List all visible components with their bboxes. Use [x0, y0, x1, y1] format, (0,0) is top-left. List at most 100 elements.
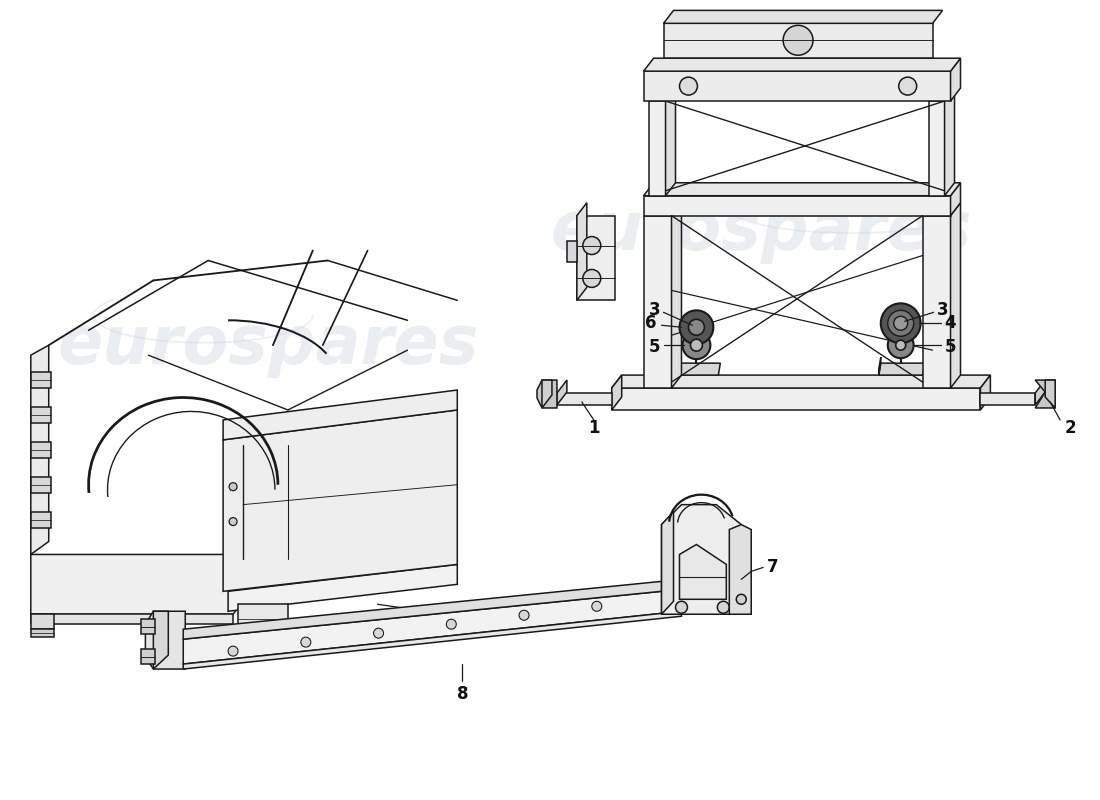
Polygon shape [566, 241, 576, 262]
Polygon shape [923, 216, 950, 388]
Polygon shape [612, 388, 980, 410]
Polygon shape [31, 629, 54, 637]
Polygon shape [879, 363, 925, 375]
Circle shape [736, 594, 746, 604]
Polygon shape [674, 357, 676, 375]
Circle shape [519, 610, 529, 620]
Polygon shape [1035, 380, 1055, 408]
Polygon shape [52, 559, 65, 610]
Polygon shape [106, 559, 119, 610]
Text: 7: 7 [768, 558, 779, 577]
Circle shape [717, 602, 729, 614]
Polygon shape [31, 477, 51, 493]
Polygon shape [644, 196, 950, 216]
Polygon shape [674, 363, 720, 375]
Polygon shape [950, 182, 960, 216]
Polygon shape [160, 559, 173, 610]
Polygon shape [31, 345, 48, 554]
Circle shape [583, 237, 601, 254]
Polygon shape [576, 216, 615, 300]
Polygon shape [980, 393, 1035, 405]
Polygon shape [557, 380, 566, 405]
Polygon shape [184, 590, 682, 664]
Circle shape [300, 637, 311, 647]
Polygon shape [576, 202, 586, 300]
Circle shape [229, 518, 238, 526]
Polygon shape [666, 88, 675, 196]
Polygon shape [542, 380, 552, 408]
Text: 2: 2 [1065, 419, 1076, 437]
Polygon shape [31, 512, 51, 527]
Polygon shape [153, 611, 168, 669]
Polygon shape [88, 559, 100, 610]
Circle shape [675, 602, 688, 614]
Circle shape [229, 482, 238, 490]
Polygon shape [612, 375, 990, 388]
Circle shape [899, 77, 916, 95]
Polygon shape [1045, 380, 1055, 408]
Polygon shape [671, 202, 682, 388]
Circle shape [680, 310, 714, 344]
Circle shape [583, 270, 601, 287]
Text: eurospares: eurospares [57, 312, 478, 378]
Polygon shape [31, 614, 233, 624]
Polygon shape [1035, 380, 1045, 405]
Polygon shape [950, 202, 960, 388]
Polygon shape [928, 101, 945, 196]
Polygon shape [142, 559, 154, 610]
Circle shape [447, 619, 456, 629]
Polygon shape [142, 649, 155, 664]
Polygon shape [661, 512, 673, 614]
Polygon shape [644, 71, 950, 101]
Polygon shape [644, 216, 671, 388]
Polygon shape [644, 182, 960, 196]
Polygon shape [663, 10, 943, 23]
Polygon shape [950, 58, 960, 101]
Polygon shape [69, 559, 82, 610]
Polygon shape [142, 619, 155, 634]
Polygon shape [213, 559, 227, 610]
Circle shape [228, 646, 238, 656]
Polygon shape [34, 559, 46, 610]
Polygon shape [661, 505, 741, 614]
Polygon shape [31, 442, 51, 458]
Polygon shape [31, 554, 243, 614]
Circle shape [592, 602, 602, 611]
Text: eurospares: eurospares [550, 198, 972, 264]
Polygon shape [879, 357, 881, 375]
Polygon shape [223, 390, 458, 440]
Text: 3: 3 [937, 302, 948, 319]
Polygon shape [184, 611, 682, 669]
Polygon shape [228, 565, 458, 611]
Polygon shape [195, 559, 208, 610]
Polygon shape [238, 604, 288, 634]
Text: 5: 5 [945, 338, 956, 356]
Polygon shape [945, 88, 955, 196]
Polygon shape [31, 407, 51, 423]
Polygon shape [145, 611, 185, 669]
Circle shape [881, 303, 921, 343]
Polygon shape [537, 380, 557, 408]
Polygon shape [177, 559, 190, 610]
Polygon shape [223, 410, 458, 591]
Polygon shape [31, 372, 51, 388]
Circle shape [682, 331, 711, 359]
Polygon shape [31, 614, 54, 629]
Text: 3: 3 [649, 302, 660, 319]
Text: 1: 1 [588, 419, 600, 437]
Circle shape [893, 316, 907, 330]
Polygon shape [980, 375, 990, 410]
Text: 5: 5 [649, 338, 660, 356]
Circle shape [689, 319, 704, 335]
Polygon shape [184, 579, 682, 639]
Circle shape [374, 628, 384, 638]
Text: 6: 6 [645, 314, 657, 332]
Circle shape [680, 77, 697, 95]
Polygon shape [649, 101, 666, 196]
Text: 8: 8 [456, 685, 468, 703]
Circle shape [895, 340, 905, 350]
Polygon shape [680, 545, 726, 599]
Circle shape [783, 26, 813, 55]
Polygon shape [644, 58, 960, 71]
Text: 4: 4 [945, 314, 956, 332]
